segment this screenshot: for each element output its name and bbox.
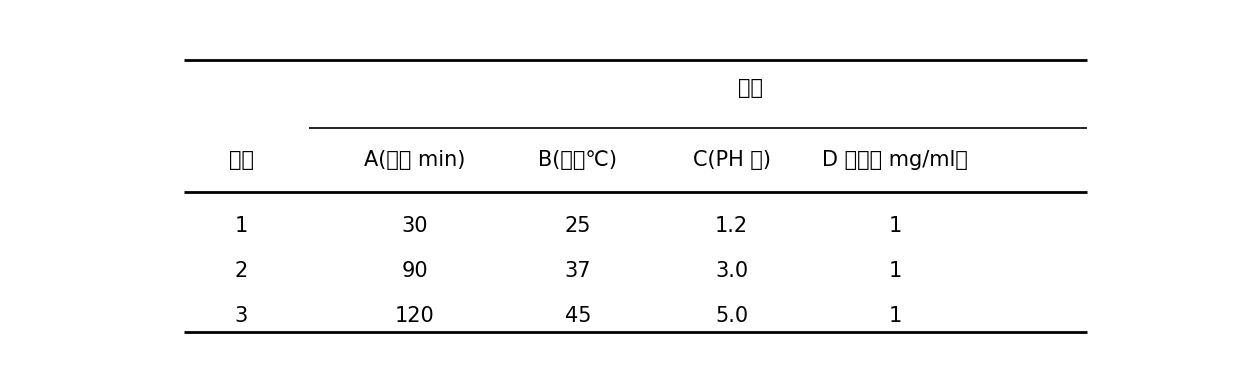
Text: 1: 1 bbox=[888, 306, 901, 326]
Text: C(PH 値): C(PH 値) bbox=[693, 150, 770, 170]
Text: 3.0: 3.0 bbox=[715, 261, 748, 281]
Text: 120: 120 bbox=[394, 306, 434, 326]
Text: 45: 45 bbox=[564, 306, 591, 326]
Text: 3: 3 bbox=[234, 306, 248, 326]
Text: 1.2: 1.2 bbox=[715, 215, 748, 236]
Text: 水平: 水平 bbox=[229, 150, 254, 170]
Text: 90: 90 bbox=[402, 261, 428, 281]
Text: 1: 1 bbox=[888, 215, 901, 236]
Text: 25: 25 bbox=[564, 215, 591, 236]
Text: D （浓度 mg/ml）: D （浓度 mg/ml） bbox=[822, 150, 968, 170]
Text: A(时间 min): A(时间 min) bbox=[363, 150, 465, 170]
Text: 1: 1 bbox=[234, 215, 248, 236]
Text: 30: 30 bbox=[402, 215, 428, 236]
Text: 1: 1 bbox=[888, 261, 901, 281]
Text: 因素: 因素 bbox=[738, 78, 764, 98]
Text: B(温度℃): B(温度℃) bbox=[538, 150, 618, 170]
Text: 37: 37 bbox=[564, 261, 591, 281]
Text: 2: 2 bbox=[234, 261, 248, 281]
Text: 5.0: 5.0 bbox=[715, 306, 748, 326]
